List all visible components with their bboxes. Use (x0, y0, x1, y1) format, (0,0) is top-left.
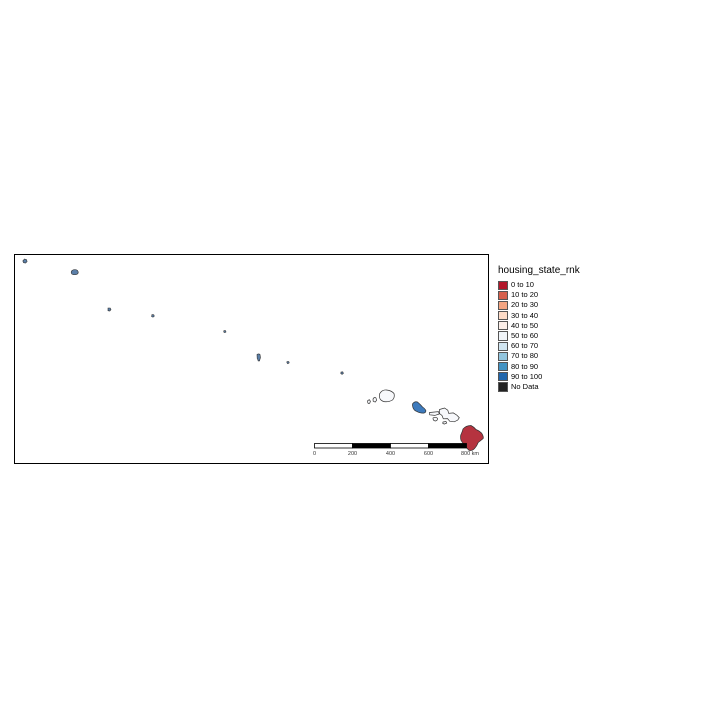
legend-swatch (498, 372, 508, 382)
island-necker (286, 361, 290, 365)
island-oahu (412, 401, 427, 414)
scale-tick-label: 200 (348, 451, 357, 457)
legend-swatch (498, 321, 508, 331)
scale-segment-4 (428, 443, 467, 449)
legend: housing_state_rnk 0 to 10 10 to 20 20 to… (498, 265, 580, 392)
island-niihau (367, 399, 371, 404)
island-nihoa (340, 371, 344, 375)
legend-label: 20 to 30 (511, 300, 539, 310)
scale-tick-label: 400 (386, 451, 395, 457)
main-islands (367, 389, 484, 451)
legend-label: 30 to 40 (511, 310, 539, 320)
legend-swatch (498, 280, 508, 290)
legend-item: 30 to 40 (498, 311, 580, 321)
legend-label: 80 to 90 (511, 361, 539, 371)
scale-bar: 0 200 400 600 800 km (313, 443, 479, 457)
legend-item: 10 to 20 (498, 290, 580, 300)
scale-segment-1 (314, 443, 353, 449)
scale-tick-label: 600 (424, 451, 433, 457)
legend-item: 50 to 60 (498, 331, 580, 341)
legend-item: 0 to 10 (498, 280, 580, 290)
legend-items: 0 to 10 10 to 20 20 to 30 30 to 40 40 to… (498, 280, 580, 392)
legend-swatch (498, 290, 508, 300)
island-kahoolawe (442, 421, 448, 425)
scale-tick-label: 0 (313, 451, 316, 457)
northwestern-islands (22, 258, 344, 375)
island-gardner (256, 353, 261, 362)
legend-label: 40 to 50 (511, 320, 539, 330)
legend-label: 50 to 60 (511, 331, 539, 341)
legend-label: 70 to 80 (511, 351, 539, 361)
legend-title: housing_state_rnk (498, 265, 580, 276)
legend-swatch (498, 382, 508, 392)
legend-item: 90 to 100 (498, 372, 580, 382)
island-kure (22, 258, 28, 264)
scale-tick-label: 800 km (461, 451, 479, 457)
island-lisianski (151, 314, 155, 318)
legend-swatch (498, 362, 508, 372)
legend-label: 90 to 100 (511, 371, 543, 381)
legend-label: 10 to 20 (511, 290, 539, 300)
island-kauai (372, 389, 395, 403)
legend-swatch (498, 331, 508, 341)
island-midway (70, 269, 79, 276)
legend-label: 0 to 10 (511, 280, 534, 290)
island-laysan (223, 330, 227, 334)
island-maui (439, 407, 460, 423)
legend-swatch (498, 311, 508, 321)
legend-item: 80 to 90 (498, 362, 580, 372)
legend-item: 60 to 70 (498, 341, 580, 351)
map-canvas: 0 200 400 600 800 km (22, 258, 484, 457)
scale-segment-2 (352, 443, 391, 449)
scale-segment-3 (390, 443, 429, 449)
legend-item: 70 to 80 (498, 351, 580, 361)
island-molokai-lanai (429, 411, 440, 422)
island-pearl-hermes (107, 307, 112, 312)
legend-item: No Data (498, 382, 580, 392)
map-panel: 0 200 400 600 800 km (14, 254, 489, 464)
legend-swatch (498, 351, 508, 361)
legend-item: 20 to 30 (498, 300, 580, 311)
legend-swatch (498, 300, 508, 311)
legend-swatch (498, 341, 508, 351)
legend-item: 40 to 50 (498, 321, 580, 331)
legend-label: No Data (511, 381, 539, 391)
legend-label: 60 to 70 (511, 341, 539, 351)
